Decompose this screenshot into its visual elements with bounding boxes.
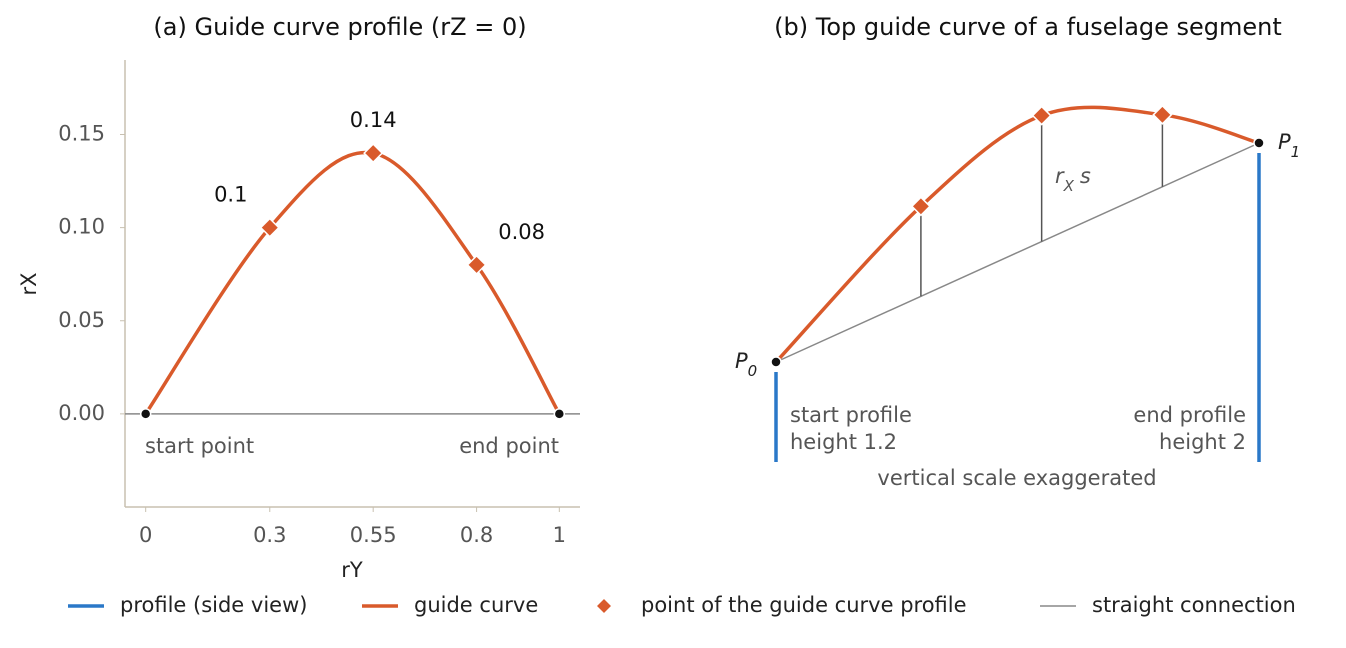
offset-label-part: r xyxy=(1055,164,1065,188)
y-axis-label: rX xyxy=(17,272,41,295)
annotation: end profile xyxy=(1133,403,1246,427)
annotation: start profile xyxy=(790,403,912,427)
annotation: end point xyxy=(459,434,559,458)
x-tick-label: 0 xyxy=(139,523,152,547)
p1 xyxy=(1253,137,1265,149)
legend-marker xyxy=(594,596,614,616)
legend-label: point of the guide curve profile xyxy=(641,593,967,617)
panel-b-title: (b) Top guide curve of a fuselage segmen… xyxy=(774,13,1282,41)
y-tick-label: 0.00 xyxy=(58,401,105,425)
offset-label-part: X xyxy=(1063,177,1075,195)
x-axis-label: rY xyxy=(341,558,363,582)
profile-point xyxy=(1031,105,1052,126)
value-label: 0.1 xyxy=(214,183,247,207)
annotation: start point xyxy=(145,434,254,458)
profile-point xyxy=(1152,104,1173,125)
legend-label: straight connection xyxy=(1092,593,1296,617)
p1-label: P1 xyxy=(1278,130,1300,161)
y-tick-label: 0.15 xyxy=(58,122,105,146)
guide-curve xyxy=(144,150,561,415)
p0 xyxy=(770,356,782,368)
end-point xyxy=(139,408,152,420)
guide-curve xyxy=(774,105,1260,364)
offset-label: rX s xyxy=(1055,164,1091,195)
offset-label-part: s xyxy=(1080,164,1091,188)
p1-label-part: 1 xyxy=(1291,143,1301,161)
value-label: 0.08 xyxy=(498,220,545,244)
p1-label-part: P xyxy=(1278,130,1291,154)
p0-label-part: P xyxy=(735,349,748,373)
profile-point xyxy=(363,143,384,164)
p0-label: P0 xyxy=(735,349,757,380)
annotation: height 1.2 xyxy=(790,430,897,454)
profile-point xyxy=(466,254,487,275)
x-tick-label: 1 xyxy=(553,523,566,547)
legend-label: profile (side view) xyxy=(120,593,307,617)
value-label: 0.14 xyxy=(350,108,397,132)
panel-a-title: (a) Guide curve profile (rZ = 0) xyxy=(153,13,526,41)
profile-point xyxy=(259,217,280,238)
y-tick-label: 0.05 xyxy=(58,308,105,332)
annotation: height 2 xyxy=(1159,430,1246,454)
x-tick-label: 0.55 xyxy=(350,523,397,547)
end-point xyxy=(553,408,566,420)
straight-connection xyxy=(775,142,1260,363)
x-tick-label: 0.8 xyxy=(460,523,493,547)
p0-label-part: 0 xyxy=(748,362,758,380)
annotation: vertical scale exaggerated xyxy=(877,466,1156,490)
legend-label: guide curve xyxy=(414,593,538,617)
x-tick-label: 0.3 xyxy=(253,523,286,547)
y-tick-label: 0.10 xyxy=(58,215,105,239)
profile-point xyxy=(910,196,931,217)
